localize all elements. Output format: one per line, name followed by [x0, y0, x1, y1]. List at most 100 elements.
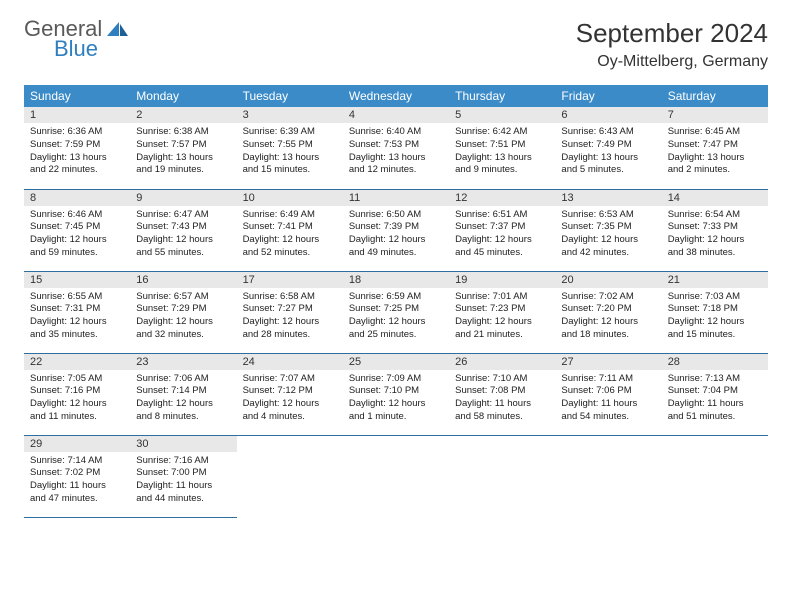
day-body: Sunrise: 6:58 AMSunset: 7:27 PMDaylight:…: [237, 288, 343, 346]
day-body: Sunrise: 6:36 AMSunset: 7:59 PMDaylight:…: [24, 123, 130, 181]
day-number: 26: [449, 354, 555, 370]
day-cell: 6Sunrise: 6:43 AMSunset: 7:49 PMDaylight…: [555, 107, 661, 189]
day-number: 12: [449, 190, 555, 206]
day-cell: 21Sunrise: 7:03 AMSunset: 7:18 PMDayligh…: [662, 271, 768, 353]
day-number: 1: [24, 107, 130, 123]
day-number: 10: [237, 190, 343, 206]
day-body: Sunrise: 6:53 AMSunset: 7:35 PMDaylight:…: [555, 206, 661, 264]
empty-cell: [662, 435, 768, 517]
day-cell: 25Sunrise: 7:09 AMSunset: 7:10 PMDayligh…: [343, 353, 449, 435]
day-body: Sunrise: 6:57 AMSunset: 7:29 PMDaylight:…: [130, 288, 236, 346]
day-cell: 9Sunrise: 6:47 AMSunset: 7:43 PMDaylight…: [130, 189, 236, 271]
day-number: 8: [24, 190, 130, 206]
day-number: 19: [449, 272, 555, 288]
day-body: Sunrise: 7:13 AMSunset: 7:04 PMDaylight:…: [662, 370, 768, 428]
day-body: Sunrise: 6:42 AMSunset: 7:51 PMDaylight:…: [449, 123, 555, 181]
month-title: September 2024: [576, 18, 768, 49]
day-body: Sunrise: 7:03 AMSunset: 7:18 PMDaylight:…: [662, 288, 768, 346]
day-header: Sunday: [24, 85, 130, 107]
day-body: Sunrise: 6:49 AMSunset: 7:41 PMDaylight:…: [237, 206, 343, 264]
empty-cell: [343, 435, 449, 517]
day-body: Sunrise: 6:50 AMSunset: 7:39 PMDaylight:…: [343, 206, 449, 264]
day-body: Sunrise: 6:38 AMSunset: 7:57 PMDaylight:…: [130, 123, 236, 181]
day-number: 9: [130, 190, 236, 206]
day-cell: 14Sunrise: 6:54 AMSunset: 7:33 PMDayligh…: [662, 189, 768, 271]
day-number: 24: [237, 354, 343, 370]
day-number: 4: [343, 107, 449, 123]
day-cell: 7Sunrise: 6:45 AMSunset: 7:47 PMDaylight…: [662, 107, 768, 189]
day-number: 14: [662, 190, 768, 206]
day-number: 13: [555, 190, 661, 206]
day-body: Sunrise: 7:14 AMSunset: 7:02 PMDaylight:…: [24, 452, 130, 510]
sail-icon: [107, 22, 129, 45]
day-number: 25: [343, 354, 449, 370]
week-row: 15Sunrise: 6:55 AMSunset: 7:31 PMDayligh…: [24, 271, 768, 353]
day-header: Saturday: [662, 85, 768, 107]
day-number: 20: [555, 272, 661, 288]
day-cell: 16Sunrise: 6:57 AMSunset: 7:29 PMDayligh…: [130, 271, 236, 353]
day-cell: 15Sunrise: 6:55 AMSunset: 7:31 PMDayligh…: [24, 271, 130, 353]
day-header: Friday: [555, 85, 661, 107]
logo-word-2: Blue: [54, 38, 102, 60]
day-number: 22: [24, 354, 130, 370]
day-cell: 22Sunrise: 7:05 AMSunset: 7:16 PMDayligh…: [24, 353, 130, 435]
day-body: Sunrise: 7:02 AMSunset: 7:20 PMDaylight:…: [555, 288, 661, 346]
day-header-row: SundayMondayTuesdayWednesdayThursdayFrid…: [24, 85, 768, 107]
day-body: Sunrise: 6:51 AMSunset: 7:37 PMDaylight:…: [449, 206, 555, 264]
day-body: Sunrise: 6:47 AMSunset: 7:43 PMDaylight:…: [130, 206, 236, 264]
day-number: 3: [237, 107, 343, 123]
header: General Blue September 2024 Oy-Mittelber…: [0, 0, 792, 79]
day-cell: 30Sunrise: 7:16 AMSunset: 7:00 PMDayligh…: [130, 435, 236, 517]
day-number: 18: [343, 272, 449, 288]
day-cell: 26Sunrise: 7:10 AMSunset: 7:08 PMDayligh…: [449, 353, 555, 435]
day-body: Sunrise: 6:46 AMSunset: 7:45 PMDaylight:…: [24, 206, 130, 264]
day-cell: 20Sunrise: 7:02 AMSunset: 7:20 PMDayligh…: [555, 271, 661, 353]
day-number: 16: [130, 272, 236, 288]
day-number: 23: [130, 354, 236, 370]
day-header: Wednesday: [343, 85, 449, 107]
day-cell: 11Sunrise: 6:50 AMSunset: 7:39 PMDayligh…: [343, 189, 449, 271]
day-body: Sunrise: 7:10 AMSunset: 7:08 PMDaylight:…: [449, 370, 555, 428]
day-cell: 10Sunrise: 6:49 AMSunset: 7:41 PMDayligh…: [237, 189, 343, 271]
day-cell: 24Sunrise: 7:07 AMSunset: 7:12 PMDayligh…: [237, 353, 343, 435]
day-cell: 12Sunrise: 6:51 AMSunset: 7:37 PMDayligh…: [449, 189, 555, 271]
calendar-table: SundayMondayTuesdayWednesdayThursdayFrid…: [24, 85, 768, 518]
day-cell: 4Sunrise: 6:40 AMSunset: 7:53 PMDaylight…: [343, 107, 449, 189]
day-body: Sunrise: 6:45 AMSunset: 7:47 PMDaylight:…: [662, 123, 768, 181]
logo: General Blue: [24, 18, 129, 60]
day-number: 7: [662, 107, 768, 123]
day-cell: 23Sunrise: 7:06 AMSunset: 7:14 PMDayligh…: [130, 353, 236, 435]
day-number: 15: [24, 272, 130, 288]
empty-cell: [555, 435, 661, 517]
empty-cell: [237, 435, 343, 517]
title-block: September 2024 Oy-Mittelberg, Germany: [576, 18, 768, 71]
day-number: 2: [130, 107, 236, 123]
day-number: 21: [662, 272, 768, 288]
day-number: 29: [24, 436, 130, 452]
empty-cell: [449, 435, 555, 517]
day-number: 6: [555, 107, 661, 123]
day-cell: 2Sunrise: 6:38 AMSunset: 7:57 PMDaylight…: [130, 107, 236, 189]
day-body: Sunrise: 7:06 AMSunset: 7:14 PMDaylight:…: [130, 370, 236, 428]
week-row: 1Sunrise: 6:36 AMSunset: 7:59 PMDaylight…: [24, 107, 768, 189]
day-number: 30: [130, 436, 236, 452]
day-header: Thursday: [449, 85, 555, 107]
day-body: Sunrise: 7:07 AMSunset: 7:12 PMDaylight:…: [237, 370, 343, 428]
day-cell: 13Sunrise: 6:53 AMSunset: 7:35 PMDayligh…: [555, 189, 661, 271]
day-cell: 18Sunrise: 6:59 AMSunset: 7:25 PMDayligh…: [343, 271, 449, 353]
day-number: 11: [343, 190, 449, 206]
day-cell: 19Sunrise: 7:01 AMSunset: 7:23 PMDayligh…: [449, 271, 555, 353]
day-number: 28: [662, 354, 768, 370]
week-row: 22Sunrise: 7:05 AMSunset: 7:16 PMDayligh…: [24, 353, 768, 435]
day-body: Sunrise: 7:11 AMSunset: 7:06 PMDaylight:…: [555, 370, 661, 428]
day-cell: 28Sunrise: 7:13 AMSunset: 7:04 PMDayligh…: [662, 353, 768, 435]
day-cell: 8Sunrise: 6:46 AMSunset: 7:45 PMDaylight…: [24, 189, 130, 271]
day-cell: 1Sunrise: 6:36 AMSunset: 7:59 PMDaylight…: [24, 107, 130, 189]
location: Oy-Mittelberg, Germany: [576, 53, 768, 71]
logo-text: General Blue: [24, 18, 102, 60]
week-row: 29Sunrise: 7:14 AMSunset: 7:02 PMDayligh…: [24, 435, 768, 517]
day-header: Monday: [130, 85, 236, 107]
day-body: Sunrise: 6:59 AMSunset: 7:25 PMDaylight:…: [343, 288, 449, 346]
week-row: 8Sunrise: 6:46 AMSunset: 7:45 PMDaylight…: [24, 189, 768, 271]
day-header: Tuesday: [237, 85, 343, 107]
